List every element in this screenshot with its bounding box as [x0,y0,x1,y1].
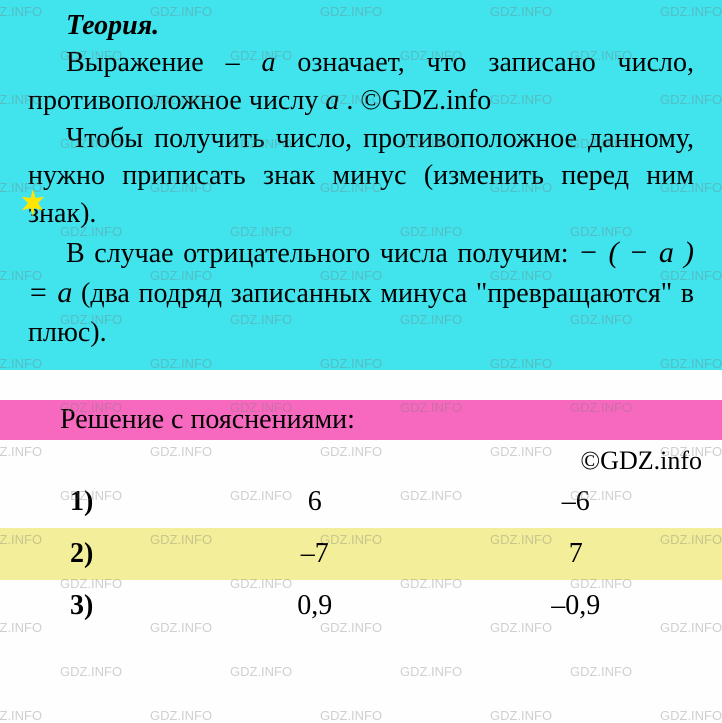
watermark: GDZ.INFO [230,664,292,679]
cell-b: –0,9 [430,580,722,632]
p3-prefix: В случае отрицательного числа получим: [66,238,578,269]
p3-suffix: (два подряд записанных минуса "превращаю… [28,278,694,348]
watermark: GDZ.INFO [490,708,552,723]
watermark: GDZ.INFO [400,664,462,679]
table-row: 2)–77 [0,528,722,580]
cell-b: –6 [430,476,722,528]
row-number: 1) [0,476,200,528]
spacer [0,370,722,400]
theory-box: Теория. Выражение – a означает, что запи… [0,0,722,370]
answers-table: 1)6–62)–773)0,9–0,9 [0,476,722,632]
copyright-text: ©GDZ.info [580,446,702,475]
cell-b: 7 [430,528,722,580]
row-number: 2) [0,528,200,580]
p1-end: . ©GDZ.info [339,85,491,116]
theory-paragraph-1: Выражение – a означает, что записано чис… [28,44,694,120]
watermark: GDZ.INFO [60,664,122,679]
table-row: 1)6–6 [0,476,722,528]
cell-a: 0,9 [200,580,430,632]
p1-var: a [325,85,339,116]
table-row: 3)0,9–0,9 [0,580,722,632]
star-icon [18,188,48,218]
table-body: 1)6–62)–773)0,9–0,9 [0,476,722,632]
cell-a: –7 [200,528,430,580]
solution-header: Решение с пояснениями: [0,400,722,440]
p2-text: Чтобы получить число, противоположное да… [28,123,694,230]
theory-title: Теория. [28,10,694,42]
watermark: GDZ.INFO [0,708,42,723]
watermark: GDZ.INFO [320,708,382,723]
p1-prefix: Выражение [66,47,226,78]
watermark: GDZ.INFO [570,664,632,679]
watermark: GDZ.INFO [660,708,722,723]
copyright: ©GDZ.info [0,440,722,476]
theory-paragraph-2: Чтобы получить число, противоположное да… [28,120,694,233]
watermark: GDZ.INFO [150,708,212,723]
solution-header-text: Решение с пояснениями: [60,404,355,435]
row-number: 3) [0,580,200,632]
theory-paragraph-3: В случае отрицательного числа получим: −… [28,233,694,352]
cell-a: 6 [200,476,430,528]
p1-math: – a [226,47,276,78]
